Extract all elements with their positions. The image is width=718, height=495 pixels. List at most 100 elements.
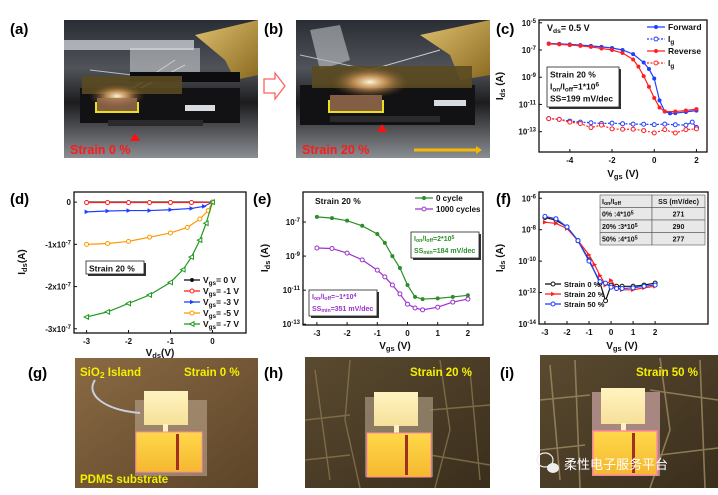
table-cell-text: 290 bbox=[673, 224, 685, 231]
data-point bbox=[630, 285, 636, 291]
y-tick-label: 10-7 bbox=[286, 218, 301, 227]
data-point bbox=[651, 130, 657, 136]
watermark-text: 柔性电子服务平台 bbox=[564, 457, 668, 472]
legend: Strain 0 %Strain 20 %Strain 50 % bbox=[545, 280, 605, 309]
x-tick-label: -3 bbox=[541, 328, 549, 337]
series-2 bbox=[546, 41, 699, 114]
data-point bbox=[188, 320, 195, 328]
data-point bbox=[652, 76, 657, 81]
data-point bbox=[683, 108, 688, 113]
data-point bbox=[653, 36, 659, 42]
legend-entry: 1000 cycles bbox=[436, 205, 481, 214]
series-1 bbox=[314, 245, 471, 313]
data-point bbox=[187, 253, 194, 261]
series-line bbox=[86, 201, 213, 213]
data-point bbox=[657, 98, 662, 103]
data-point bbox=[435, 296, 440, 301]
data-point bbox=[653, 60, 659, 66]
data-point bbox=[620, 51, 625, 56]
data-point bbox=[189, 288, 195, 294]
data-point bbox=[630, 121, 636, 127]
panel-label-h: (h) bbox=[264, 365, 283, 382]
data-point bbox=[184, 224, 190, 230]
y-axis-label: Ids (A) bbox=[260, 244, 272, 272]
micrograph-strain-20 bbox=[304, 357, 491, 489]
x-tick-label: -1 bbox=[374, 329, 382, 338]
data-point bbox=[179, 266, 186, 273]
series-0 bbox=[314, 214, 470, 302]
legend-entry: Reverse bbox=[668, 46, 701, 56]
y-tick-label: -2x10-7 bbox=[45, 283, 71, 292]
annotation-box: Strain 20 % bbox=[85, 260, 146, 276]
legend-entry: 0 cycle bbox=[436, 194, 463, 203]
table-cell-text: 277 bbox=[673, 237, 685, 244]
data-point bbox=[673, 109, 678, 114]
table-cell bbox=[651, 232, 706, 246]
data-point bbox=[668, 111, 673, 116]
data-point bbox=[465, 293, 470, 298]
x-tick-label: -2 bbox=[563, 328, 571, 337]
annotation-text: Ion/Ioff=2*105 bbox=[414, 235, 454, 245]
y-tick-label: 10-9 bbox=[522, 73, 537, 82]
data-point bbox=[412, 305, 418, 311]
data-point bbox=[188, 200, 194, 206]
data-point bbox=[636, 64, 641, 69]
data-point bbox=[694, 107, 699, 112]
panel-label-d: (d) bbox=[10, 191, 29, 208]
x-tick-label: 1 bbox=[631, 328, 636, 337]
y-axis-label: Ids (A) bbox=[495, 244, 507, 272]
y-tick-label: 10-12 bbox=[518, 289, 536, 298]
data-point bbox=[190, 278, 194, 282]
data-point bbox=[567, 119, 573, 125]
data-point bbox=[652, 282, 658, 288]
data-point bbox=[329, 216, 334, 221]
data-point bbox=[662, 109, 667, 114]
y-tick-label: 10-9 bbox=[286, 252, 301, 261]
data-point bbox=[450, 294, 455, 299]
data-point bbox=[190, 299, 195, 305]
table-cell-text: 20% :3*105 bbox=[602, 223, 638, 231]
y-tick-label: 10-11 bbox=[283, 286, 301, 295]
plot-frame bbox=[73, 191, 247, 334]
x-tick-label: -2 bbox=[344, 329, 352, 338]
triangle-marker-icon bbox=[130, 133, 140, 141]
chart-e: -3 -2 -1 0 1 2 10-7 10-9 10-11 10-13 Vgs (V) Ids (A… bbox=[260, 191, 484, 353]
data-point bbox=[105, 241, 111, 247]
panel-h: (h) Strain 20 % bbox=[264, 357, 491, 489]
data-point bbox=[641, 60, 646, 65]
data-point bbox=[126, 200, 132, 206]
data-point bbox=[542, 213, 548, 219]
series-line bbox=[316, 247, 469, 311]
x-tick-label: -3 bbox=[83, 337, 91, 346]
x-tick-label: 0 bbox=[652, 156, 657, 165]
x-axis-label: Vgs (V) bbox=[607, 169, 639, 181]
data-point bbox=[421, 206, 427, 212]
annotation-text: SSmin=184 mV/dec bbox=[414, 248, 475, 256]
data-point bbox=[641, 121, 647, 127]
data-point bbox=[603, 298, 609, 304]
y-tick-label: 10-14 bbox=[518, 320, 536, 329]
data-point bbox=[630, 126, 636, 132]
data-point bbox=[556, 116, 562, 122]
panel-label-b: (b) bbox=[264, 21, 283, 38]
data-point bbox=[126, 238, 132, 244]
data-point bbox=[619, 286, 625, 292]
table-cell-text: 50% :4*105 bbox=[602, 235, 638, 243]
summary-table: Ion/Ioff SS (mV/dec) 0% :4*105 271 20% :3*10… bbox=[599, 194, 706, 246]
data-point bbox=[588, 44, 593, 49]
data-point bbox=[202, 220, 209, 227]
annotation-text: Ion/Ioff=1*106 bbox=[550, 82, 599, 94]
pdms-substrate-label: PDMS substrate bbox=[80, 474, 168, 486]
data-point bbox=[646, 67, 651, 72]
data-point bbox=[672, 122, 678, 128]
panel-label-g: (g) bbox=[28, 365, 47, 382]
table-header: Ion/Ioff bbox=[602, 199, 621, 207]
panel-label-a: (a) bbox=[10, 21, 28, 38]
data-point bbox=[126, 208, 132, 213]
panel-label-c: (c) bbox=[496, 21, 514, 38]
data-point bbox=[683, 127, 689, 133]
x-axis-label: Vds(V) bbox=[146, 348, 175, 360]
